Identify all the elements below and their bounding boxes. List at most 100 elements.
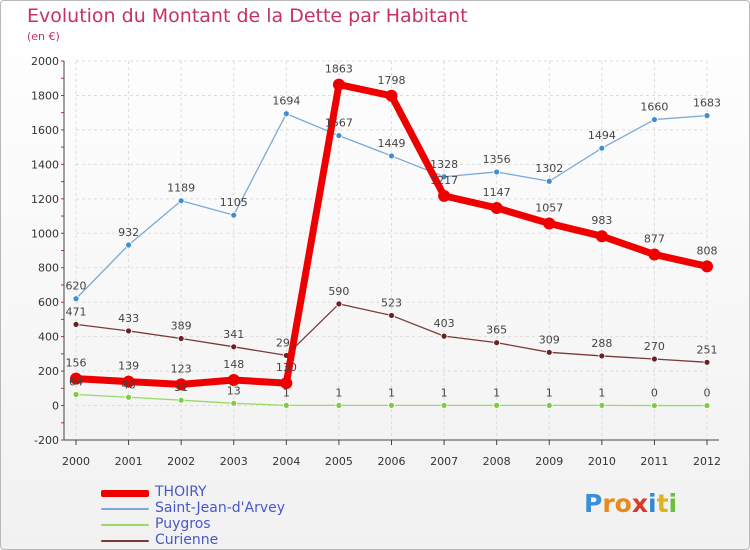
data-label: 983: [591, 214, 612, 227]
x-tick-label: 2001: [115, 455, 143, 468]
data-label: 523: [381, 296, 402, 309]
data-point: [385, 89, 398, 102]
x-tick-label: 2007: [430, 455, 458, 468]
logo-letter: t: [656, 489, 669, 518]
legend-swatch: [101, 489, 149, 497]
x-tick-label: 2006: [378, 455, 406, 468]
data-label: 270: [644, 340, 665, 353]
data-point: [440, 332, 448, 340]
data-point: [388, 152, 395, 160]
x-tick-label: 2004: [272, 455, 300, 468]
data-point: [545, 348, 553, 356]
data-label: 156: [66, 357, 87, 370]
data-label: 1328: [430, 158, 458, 171]
data-point: [282, 110, 290, 118]
x-tick-label: 2012: [693, 455, 721, 468]
data-point: [493, 339, 501, 347]
y-tick-label: 1200: [31, 193, 59, 206]
logo-letter: o: [614, 489, 632, 518]
data-label: 1: [493, 386, 500, 399]
data-label: 403: [434, 317, 455, 330]
y-tick-label: 1000: [31, 227, 59, 240]
proxiti-logo: Proxiti: [584, 489, 677, 518]
data-point: [280, 377, 293, 390]
axes: -200020040060080010001200140016001800200…: [31, 55, 721, 468]
data-label: 1105: [220, 196, 248, 209]
data-point: [703, 402, 711, 409]
data-label: 309: [539, 333, 560, 346]
data-label: 130: [276, 361, 297, 374]
data-point: [545, 401, 553, 409]
data-point: [440, 401, 448, 409]
data-label: 288: [591, 337, 612, 350]
x-tick-label: 2002: [167, 455, 195, 468]
data-point: [177, 335, 185, 342]
data-label: 1660: [640, 101, 668, 114]
chart-title: Evolution du Montant de la Dette par Hab…: [27, 5, 468, 27]
data-label: 1217: [430, 174, 458, 187]
y-tick-label: 600: [38, 296, 59, 309]
data-point: [651, 116, 658, 123]
data-point: [490, 201, 503, 214]
data-point: [703, 358, 711, 366]
chart-unit-label: (en €): [27, 30, 60, 43]
data-point: [70, 372, 82, 385]
data-label: 123: [171, 362, 192, 375]
x-tick-label: 2010: [588, 455, 616, 468]
data-label: 1449: [378, 137, 406, 150]
data-label: 64: [69, 376, 83, 389]
data-point: [545, 177, 553, 185]
data-label: 620: [66, 280, 87, 293]
data-point: [703, 112, 711, 120]
data-point: [122, 375, 135, 388]
data-label: 932: [118, 226, 139, 239]
y-tick-label: 2000: [31, 55, 59, 68]
x-tick-label: 2000: [62, 455, 90, 468]
data-point: [72, 295, 80, 303]
data-label: 877: [644, 232, 665, 245]
data-point: [332, 78, 345, 91]
data-label: 1: [388, 386, 395, 399]
data-label: 1: [441, 386, 448, 399]
data-point: [125, 327, 132, 335]
data-point: [440, 173, 448, 181]
data-point: [230, 211, 238, 219]
data-label: 365: [486, 324, 507, 337]
data-point: [335, 300, 343, 308]
y-tick-label: 0: [52, 400, 59, 413]
y-tick-label: 1600: [31, 124, 59, 137]
y-tick-label: -200: [34, 434, 59, 447]
data-point: [72, 391, 80, 398]
data-point: [438, 189, 451, 202]
y-tick-label: 200: [38, 365, 59, 378]
x-tick-label: 2009: [535, 455, 563, 468]
data-label: 1302: [535, 162, 563, 175]
data-label: 13: [227, 384, 241, 397]
data-point: [72, 321, 80, 328]
data-point: [543, 217, 556, 230]
data-label: 1: [283, 386, 290, 399]
data-label: 1: [546, 386, 553, 399]
data-point: [175, 378, 188, 391]
x-tick-label: 2008: [483, 455, 511, 468]
data-label: 1: [598, 386, 605, 399]
data-label: 0: [704, 387, 711, 400]
logo-letter: i: [648, 489, 657, 518]
legend-swatch: [101, 540, 149, 542]
data-point: [227, 374, 240, 387]
data-label: 1798: [378, 74, 406, 87]
data-label: 48: [122, 378, 136, 391]
data-label: 389: [171, 320, 192, 333]
data-point: [230, 399, 238, 407]
data-point: [388, 312, 395, 319]
logo-letter: i: [668, 489, 678, 518]
data-label: 291: [276, 336, 297, 349]
data-point: [335, 401, 343, 409]
data-point: [388, 401, 395, 409]
data-point: [651, 402, 658, 409]
data-label: 139: [118, 360, 139, 373]
data-label: 1: [335, 386, 342, 399]
